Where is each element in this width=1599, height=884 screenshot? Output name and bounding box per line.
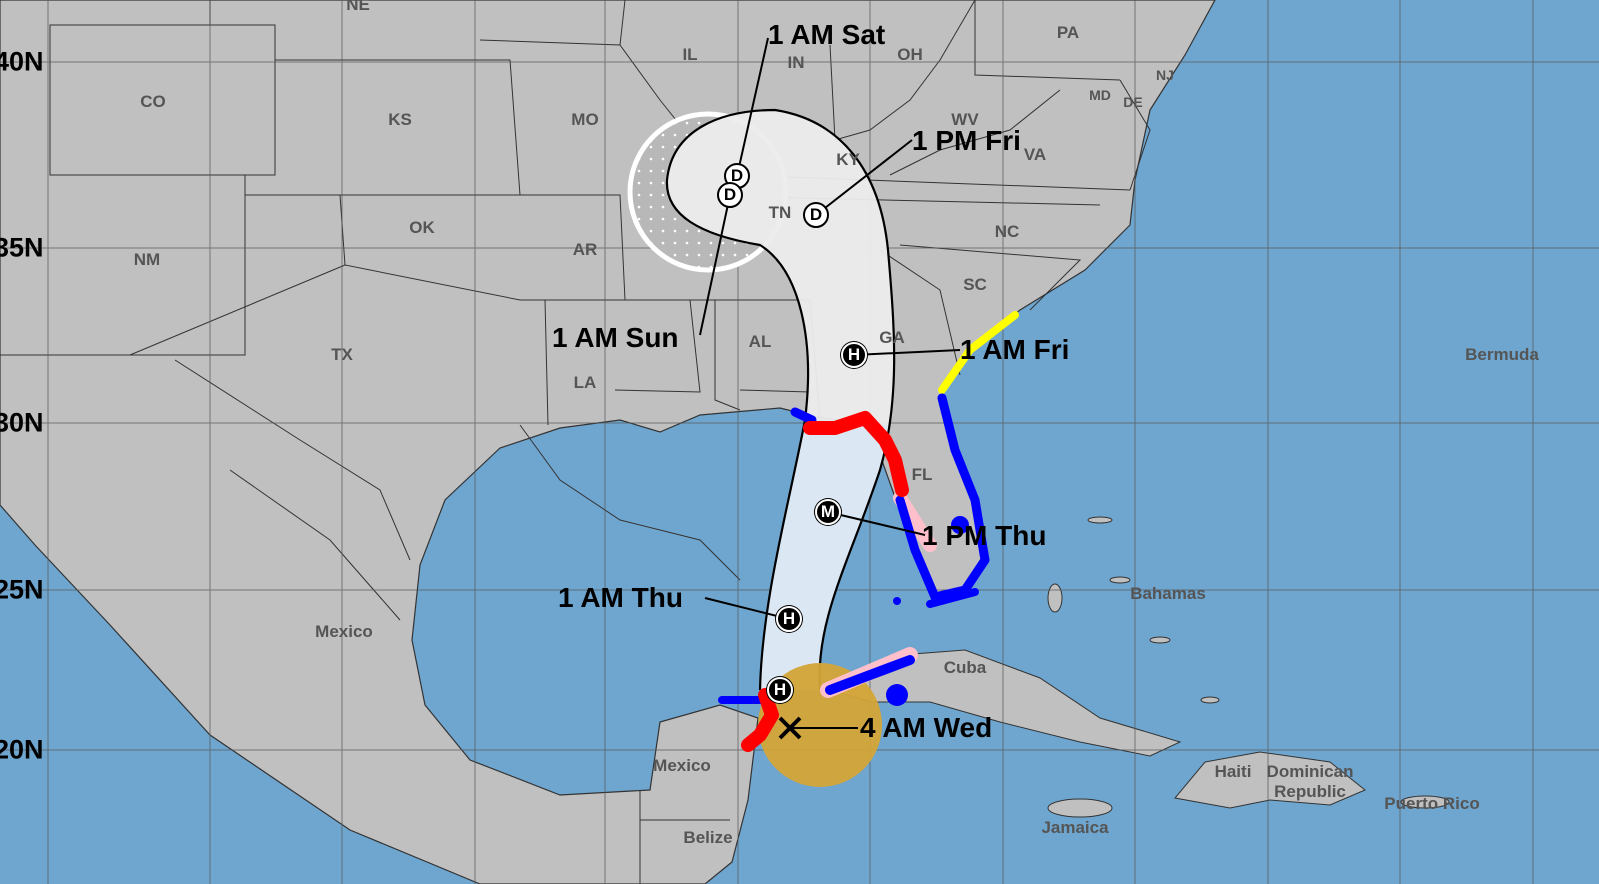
region-label: NM [133,250,161,269]
hurricane-warning-florida [803,411,909,497]
region-label: NJ [1156,67,1174,83]
region-label: PA [1056,23,1080,42]
region-label: IL [682,45,698,64]
track-time-label: 1 AM Fri [960,334,1070,365]
puerto-rico [1400,795,1450,809]
region-label: MO [571,110,599,129]
hurricane-marker: H [776,606,802,632]
tropical-storm-warning-keys [926,588,979,608]
tropical-storm-warning-florida [895,393,990,602]
region-label: Haiti [1214,762,1252,781]
region-label: AR [572,240,598,259]
region-label: OK [409,218,435,237]
region-label: NE [346,0,370,14]
region-label: KS [388,110,412,129]
region-label: KY [836,150,860,169]
track-time-label: 1 AM Thu [558,582,683,613]
track-leader-lines [699,37,961,729]
region-label: Belize [683,828,733,847]
lat-label: 25N [0,574,44,605]
region-label: OH [897,45,923,64]
region-label: Puerto Rico [1384,794,1480,813]
region-label: Jamaica [1041,818,1109,837]
track-time-label: 1 PM Thu [922,520,1047,551]
depression-marker: D [803,202,829,228]
region-label: MD [1089,87,1111,103]
lat-label: 30N [0,407,44,438]
major-hurricane-marker: M [815,499,841,525]
tropical-storm-warning-panhandle [790,407,817,425]
region-label: Bahamas [1130,584,1206,603]
region-label: Bermuda [1465,345,1539,364]
region-label: TX [331,345,353,364]
hurricane-marker: H [767,677,793,703]
depression-marker: D [717,182,743,208]
region-label: VA [1023,145,1047,164]
track-time-label: 1 PM Fri [912,125,1021,156]
region-label: TN [768,203,792,222]
tropical-storm-watch-ga-sc [938,311,1019,394]
region-label: Mexico [653,756,711,775]
bahamas-islands [1047,516,1220,704]
track-time-label: 1 AM Sun [552,322,679,353]
region-label: Dominican Republic [1266,762,1354,801]
current-position-x-icon [778,716,802,740]
hispaniola [1174,751,1366,809]
cuba [828,649,1182,757]
lat-label: 40N [0,46,44,77]
track-time-label: 4 AM Wed [860,712,993,743]
region-label: DE [1123,94,1143,110]
region-label: IN [787,53,805,72]
region-label: NC [994,222,1020,241]
region-label: Cuba [943,658,987,677]
region-label: Mexico [315,622,373,641]
track-time-label: 1 AM Sat [768,19,886,50]
region-label: FL [911,465,933,484]
coastal-warnings [718,311,1019,752]
lat-label: 35N [0,232,44,263]
region-label: LA [573,373,597,392]
hurricane-warning-yucatan [741,688,779,752]
region-label: CO [140,92,166,111]
tropical-storm-warning-cuba [825,655,915,695]
jamaica [1047,798,1113,818]
region-label: AL [748,332,772,351]
region-label: GA [879,328,905,347]
region-label: WV [951,110,979,129]
lat-label: 20N [0,734,44,765]
hurricane-marker: H [841,342,867,368]
region-label: SC [963,275,987,294]
